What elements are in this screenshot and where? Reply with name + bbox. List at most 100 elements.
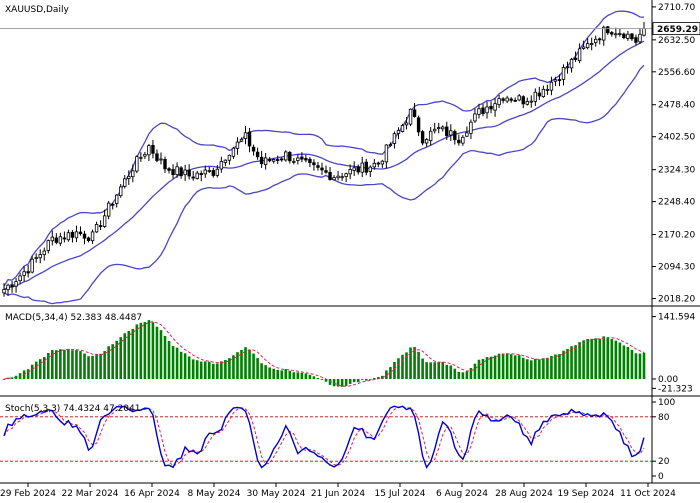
candle-body	[66, 232, 71, 241]
stoch-tick-label: 0	[658, 472, 664, 482]
macd-histogram-bar	[630, 349, 634, 379]
candle-body	[191, 176, 195, 179]
macd-histogram-bar	[195, 360, 199, 379]
price-tick-label: 2170.20	[658, 231, 695, 241]
candle-body	[284, 151, 288, 161]
candle-body	[62, 237, 67, 240]
macd-tick-label: 141.594	[658, 313, 695, 323]
candle-body	[18, 275, 22, 282]
candle-body	[549, 81, 554, 91]
macd-tick-label: 0.00	[658, 375, 678, 385]
macd-histogram-bar	[159, 330, 163, 379]
macd-histogram-bar	[546, 357, 549, 379]
macd-histogram-bar	[300, 372, 304, 379]
candle-body	[42, 250, 46, 255]
candle-body	[163, 159, 167, 170]
macd-histogram-bar	[220, 361, 223, 379]
candle-body	[336, 175, 340, 179]
macd-histogram-bar	[550, 355, 553, 379]
macd-histogram-bar	[517, 355, 521, 379]
macd-histogram-bar	[602, 336, 606, 379]
candle-body	[86, 237, 91, 241]
macd-histogram-bar	[288, 370, 292, 379]
candle-body	[110, 203, 115, 206]
candle-body	[151, 144, 155, 154]
candle-body	[593, 38, 598, 44]
price-tick-label: 2248.40	[658, 198, 695, 208]
candle-body	[638, 33, 642, 43]
macd-histogram-bar	[131, 328, 135, 379]
candle-body	[195, 172, 199, 179]
macd-histogram-bar	[477, 359, 481, 379]
macd-histogram-bar	[336, 378, 340, 387]
candle-body	[46, 240, 50, 251]
time-tick-label: 8 May 2024	[188, 489, 241, 499]
candle-body	[517, 95, 521, 101]
candle-body	[123, 178, 127, 187]
candle-body	[50, 236, 55, 242]
bollinger-lower-band	[3, 64, 645, 305]
macd-histogram-bar	[30, 364, 34, 379]
candle-body	[525, 101, 529, 105]
macd-histogram-bar	[46, 353, 50, 379]
price-tick-label: 2094.30	[658, 262, 695, 272]
macd-histogram-bar	[457, 371, 461, 379]
candle-body	[537, 92, 542, 97]
macd-histogram-bar	[199, 361, 203, 379]
candle-body	[509, 98, 513, 101]
candle-body	[626, 33, 630, 39]
macd-histogram-bar	[538, 359, 541, 379]
candle-body	[469, 121, 473, 134]
stoch-tick-label: 80	[658, 413, 670, 423]
macd-histogram-bar	[191, 359, 195, 379]
macd-histogram-bar	[340, 378, 344, 387]
macd-histogram-bar	[111, 344, 114, 379]
macd-histogram-bar	[485, 357, 489, 379]
macd-histogram-bar	[373, 378, 376, 379]
candle-body	[428, 130, 433, 142]
candle-body	[296, 157, 300, 161]
macd-histogram-bar	[107, 346, 110, 379]
candle-body	[521, 96, 525, 105]
macd-histogram-bar	[75, 350, 78, 379]
macd-histogram-bar	[143, 322, 147, 379]
candle-body	[34, 257, 38, 259]
candle-body	[573, 57, 578, 60]
macd-histogram-bar	[304, 373, 308, 379]
candle-body	[545, 89, 550, 91]
candle-body	[251, 146, 256, 152]
candle-body	[199, 173, 203, 176]
candle-body	[602, 26, 606, 41]
stoch-signal-line	[3, 406, 645, 467]
macd-histogram-bar	[574, 345, 577, 379]
candle-body	[585, 43, 590, 49]
time-tick-label: 16 Apr 2024	[124, 489, 180, 499]
macd-histogram-bar	[405, 352, 408, 379]
macd-histogram-bar	[42, 356, 46, 379]
macd-histogram-bar	[586, 338, 589, 379]
macd-histogram-bar	[2, 378, 6, 380]
candle-body	[432, 128, 437, 132]
macd-histogram-bar	[614, 340, 618, 379]
macd-histogram-bar	[38, 359, 42, 379]
macd-histogram-bar	[272, 368, 275, 379]
macd-histogram-bar	[453, 368, 457, 379]
stoch-label: Stoch(5,3,3) 74.4324 47.2041	[5, 404, 140, 414]
macd-histogram-bar	[501, 353, 505, 379]
candle-body	[324, 170, 328, 173]
current-price-label: 2659.29	[657, 25, 698, 35]
macd-histogram-bar	[356, 378, 360, 383]
macd-histogram-bar	[224, 360, 227, 379]
macd-histogram-bar	[449, 365, 453, 379]
candle-body	[227, 154, 232, 161]
candle-body	[231, 147, 236, 157]
macd-histogram-bar	[268, 367, 271, 379]
candle-body	[441, 126, 445, 130]
candle-body	[280, 158, 284, 161]
candle-body	[10, 284, 14, 287]
macd-histogram-bar	[437, 361, 441, 379]
stochastic-pane	[0, 405, 652, 469]
macd-histogram-bar	[179, 351, 183, 379]
macd-histogram-bar	[578, 342, 581, 379]
